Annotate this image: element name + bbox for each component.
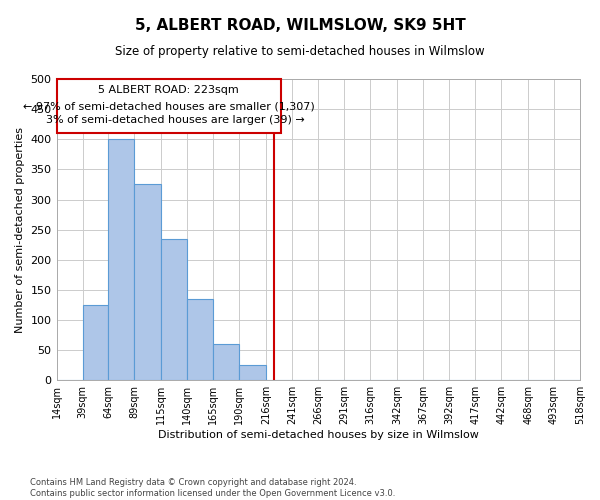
Text: ← 97% of semi-detached houses are smaller (1,307): ← 97% of semi-detached houses are smalle… — [23, 101, 314, 111]
Bar — [161, 238, 187, 380]
Text: 5, ALBERT ROAD, WILMSLOW, SK9 5HT: 5, ALBERT ROAD, WILMSLOW, SK9 5HT — [134, 18, 466, 32]
Bar — [134, 184, 161, 380]
Bar — [83, 305, 109, 380]
Text: Size of property relative to semi-detached houses in Wilmslow: Size of property relative to semi-detach… — [115, 45, 485, 58]
Text: Contains HM Land Registry data © Crown copyright and database right 2024.
Contai: Contains HM Land Registry data © Crown c… — [30, 478, 395, 498]
Bar — [214, 344, 239, 381]
X-axis label: Distribution of semi-detached houses by size in Wilmslow: Distribution of semi-detached houses by … — [158, 430, 479, 440]
Text: 3% of semi-detached houses are larger (39) →: 3% of semi-detached houses are larger (3… — [32, 115, 305, 125]
Bar — [109, 140, 134, 380]
Bar — [239, 366, 266, 380]
Bar — [187, 299, 214, 380]
Y-axis label: Number of semi-detached properties: Number of semi-detached properties — [15, 126, 25, 332]
FancyBboxPatch shape — [56, 79, 281, 133]
Text: 5 ALBERT ROAD: 223sqm: 5 ALBERT ROAD: 223sqm — [98, 85, 239, 95]
